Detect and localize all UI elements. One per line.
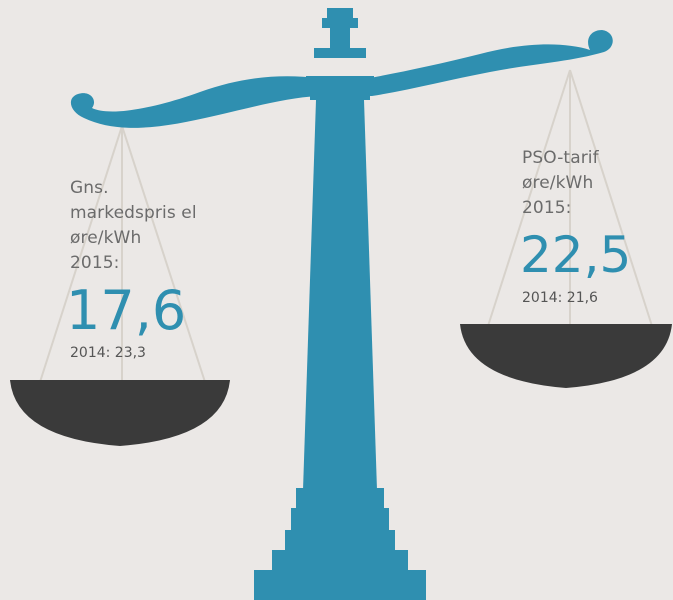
right-label-unit: øre/kWh <box>522 173 594 193</box>
left-label-year: 2015: <box>70 253 120 273</box>
scale-column <box>303 100 377 490</box>
left-label-unit: øre/kWh <box>70 228 142 248</box>
left-value-2014: 2014: 23,3 <box>70 345 146 361</box>
right-pan-strings <box>487 69 653 327</box>
right-pan <box>460 324 672 388</box>
left-pan-strings <box>39 125 206 383</box>
right-value-2014: 2014: 21,6 <box>522 290 598 306</box>
left-label-line2: markedspris el <box>70 203 197 223</box>
left-pan <box>10 380 230 446</box>
right-label-year: 2015: <box>522 198 572 218</box>
left-label-line1: Gns. <box>70 178 109 198</box>
right-label-line1: PSO-tarif <box>522 148 599 168</box>
scale-finial <box>306 8 374 100</box>
right-value-2015: 22,5 <box>520 226 632 284</box>
scale-base <box>254 488 426 600</box>
left-value-2015: 17,6 <box>66 279 187 342</box>
